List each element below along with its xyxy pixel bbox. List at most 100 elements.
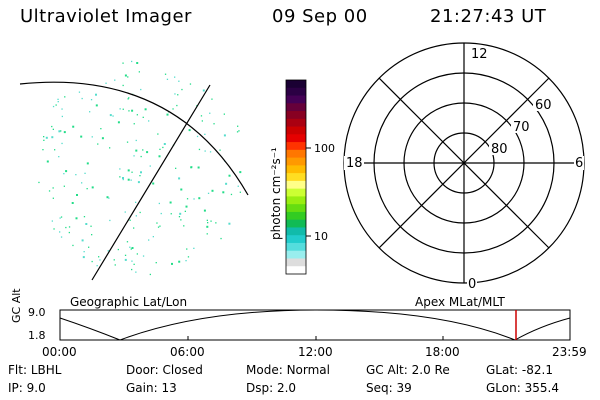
image-speckle (108, 197, 110, 199)
instrument-title: Ultraviolet Imager (20, 6, 192, 27)
image-speckle (159, 225, 161, 227)
image-speckle (83, 216, 86, 218)
image-speckle (135, 215, 137, 217)
mlt-label-0: 0 (468, 277, 476, 292)
image-speckle (58, 156, 60, 158)
image-speckle (91, 260, 93, 263)
colorbar-cell (286, 196, 306, 205)
status-filter: Flt: LBHL (8, 363, 62, 377)
image-speckle (131, 171, 133, 173)
colorbar-cell (286, 126, 306, 135)
polar-diagonal-2 (378, 77, 550, 249)
timeline-ymax: 9.0 (28, 306, 46, 319)
timeline-xtick-1800: 18:00 (425, 345, 460, 359)
status-ip-value: 9.0 (26, 381, 46, 395)
image-speckle (238, 130, 240, 132)
image-speckle (209, 151, 212, 153)
image-speckle (122, 178, 124, 181)
image-speckle (174, 93, 176, 95)
image-speckle (163, 143, 166, 145)
image-speckle (171, 262, 173, 265)
image-speckle (82, 256, 85, 259)
image-speckle (236, 131, 239, 133)
colorbar-cell (286, 180, 306, 190)
image-speckle (127, 178, 130, 181)
image-speckle (139, 211, 141, 214)
image-speckle (139, 175, 141, 177)
image-speckle (117, 121, 120, 124)
image-speckle (96, 265, 98, 267)
image-speckle (184, 210, 186, 212)
timeline-frame (59, 309, 571, 341)
image-speckle (209, 112, 211, 114)
image-speckle (206, 225, 209, 228)
image-speckle (211, 189, 214, 192)
image-speckle (186, 198, 189, 200)
image-speckle (223, 134, 226, 137)
image-speckle (178, 80, 180, 82)
image-speckle (48, 190, 51, 192)
colorbar-cell (286, 103, 306, 112)
image-speckle (157, 133, 159, 135)
image-speckle (206, 233, 208, 235)
image-speckle (178, 177, 181, 180)
image-speckle (51, 136, 54, 139)
image-speckle (142, 149, 144, 151)
image-speckle (135, 201, 137, 203)
colorbar-cell (286, 142, 306, 151)
image-speckle (140, 171, 142, 174)
image-speckle (85, 223, 88, 225)
altitude-timeline (59, 309, 571, 341)
image-speckle (181, 88, 183, 91)
image-speckle (61, 115, 63, 118)
image-speckle (148, 239, 150, 241)
status-glat: GLat: -82.1 (486, 363, 553, 377)
image-speckle (135, 271, 137, 273)
image-speckle (135, 139, 137, 142)
image-speckle (200, 115, 203, 117)
image-speckle (122, 62, 124, 64)
image-speckle (158, 155, 161, 158)
image-speckle (239, 191, 241, 193)
observation-time: 21:27:43 UT (430, 6, 547, 27)
image-speckle (169, 201, 172, 204)
image-speckle (91, 136, 93, 138)
image-speckle (136, 253, 138, 255)
image-speckle (178, 260, 181, 263)
image-speckle (185, 260, 187, 262)
colorbar-cell (286, 80, 306, 89)
colorbar-frame (285, 79, 307, 275)
status-gain: Gain: 13 (126, 381, 177, 395)
image-speckle (203, 209, 206, 212)
image-speckle (81, 97, 83, 100)
image-speckle (109, 147, 111, 149)
image-speckle (237, 185, 239, 187)
colorbar-cell (286, 204, 306, 213)
colorbar-cell (286, 227, 306, 236)
image-speckle (52, 187, 54, 189)
image-speckle (211, 98, 213, 100)
image-speckle (124, 254, 127, 256)
image-speckle (122, 177, 124, 179)
status-gain-value: 13 (161, 381, 177, 395)
image-speckle (52, 105, 55, 108)
timeline-xtick-1200: 12:00 (298, 345, 333, 359)
image-speckle (213, 123, 215, 125)
image-speckle (198, 197, 201, 200)
image-speckle (149, 165, 151, 167)
timeline-ymin: 1.8 (28, 329, 46, 342)
image-speckle (119, 176, 121, 178)
image-speckle (207, 192, 210, 194)
image-speckle (155, 262, 157, 264)
timeline-xtick-2359: 23:59 (552, 345, 587, 359)
image-speckle (65, 226, 67, 229)
polar-plot (343, 42, 585, 284)
status-glon-value: 355.4 (524, 381, 559, 395)
image-speckle (131, 268, 133, 271)
image-speckle (193, 247, 195, 249)
image-speckle (114, 264, 116, 266)
image-speckle (90, 225, 92, 227)
image-speckle (90, 99, 93, 101)
colorbar-cell (286, 118, 306, 128)
status-glat-value: -82.1 (521, 363, 553, 377)
